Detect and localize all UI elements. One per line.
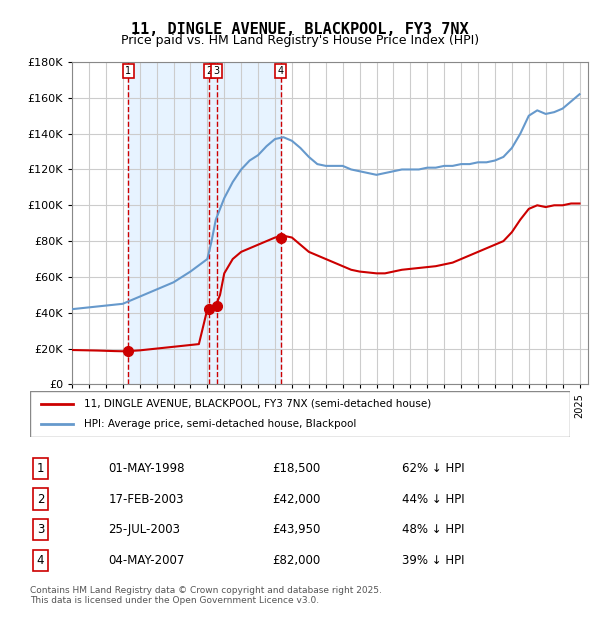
Text: 1: 1 xyxy=(125,66,131,76)
Text: £43,950: £43,950 xyxy=(272,523,320,536)
Text: 25-JUL-2003: 25-JUL-2003 xyxy=(108,523,180,536)
Text: £82,000: £82,000 xyxy=(272,554,320,567)
Text: 3: 3 xyxy=(37,523,44,536)
Text: 01-MAY-1998: 01-MAY-1998 xyxy=(108,462,185,475)
FancyBboxPatch shape xyxy=(30,391,570,437)
Text: 2: 2 xyxy=(206,66,212,76)
Text: 39% ↓ HPI: 39% ↓ HPI xyxy=(401,554,464,567)
Text: 4: 4 xyxy=(278,66,284,76)
Text: 2: 2 xyxy=(37,493,44,505)
Text: £42,000: £42,000 xyxy=(272,493,320,505)
Text: 48% ↓ HPI: 48% ↓ HPI xyxy=(401,523,464,536)
Bar xyxy=(128,62,281,384)
Text: 11, DINGLE AVENUE, BLACKPOOL, FY3 7NX (semi-detached house): 11, DINGLE AVENUE, BLACKPOOL, FY3 7NX (s… xyxy=(84,399,431,409)
Text: 62% ↓ HPI: 62% ↓ HPI xyxy=(401,462,464,475)
Text: 17-FEB-2003: 17-FEB-2003 xyxy=(108,493,184,505)
Text: 1: 1 xyxy=(37,462,44,475)
Text: Price paid vs. HM Land Registry's House Price Index (HPI): Price paid vs. HM Land Registry's House … xyxy=(121,34,479,47)
Text: HPI: Average price, semi-detached house, Blackpool: HPI: Average price, semi-detached house,… xyxy=(84,419,356,429)
Text: 3: 3 xyxy=(214,66,220,76)
Text: 4: 4 xyxy=(37,554,44,567)
Text: £18,500: £18,500 xyxy=(272,462,320,475)
Text: Contains HM Land Registry data © Crown copyright and database right 2025.
This d: Contains HM Land Registry data © Crown c… xyxy=(30,586,382,605)
Text: 11, DINGLE AVENUE, BLACKPOOL, FY3 7NX: 11, DINGLE AVENUE, BLACKPOOL, FY3 7NX xyxy=(131,22,469,37)
Text: 44% ↓ HPI: 44% ↓ HPI xyxy=(401,493,464,505)
Text: 04-MAY-2007: 04-MAY-2007 xyxy=(108,554,185,567)
